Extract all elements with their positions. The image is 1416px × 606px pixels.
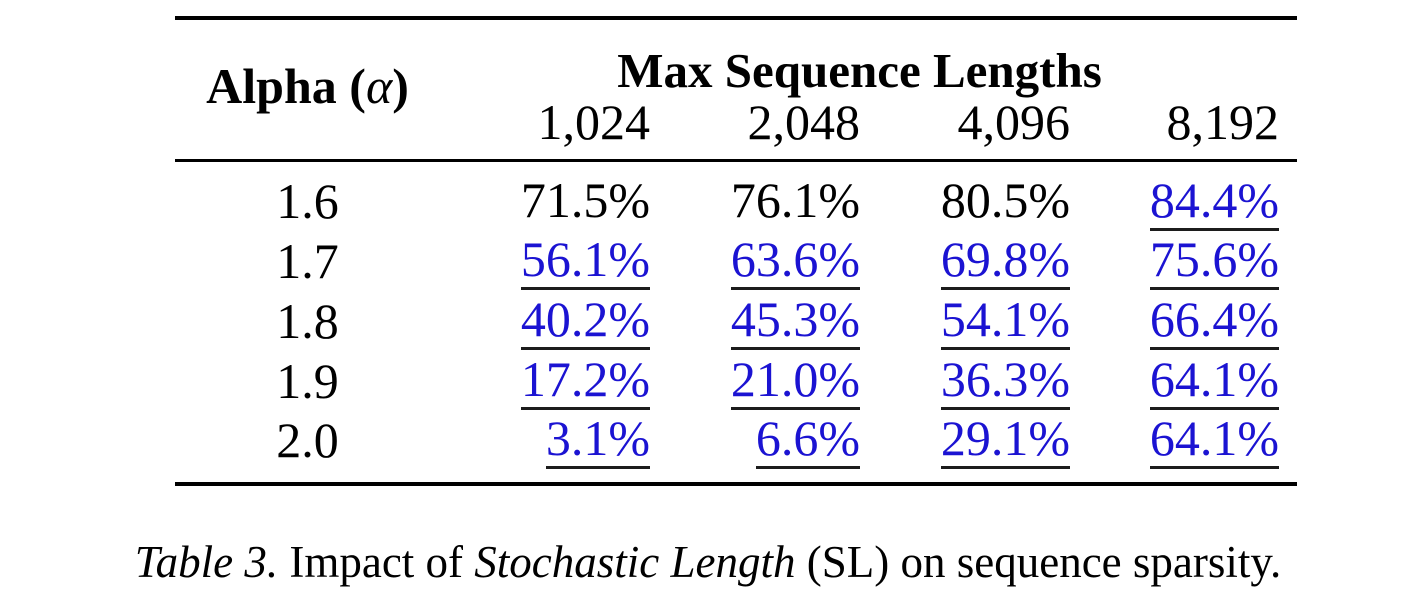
sparsity-value-highlighted: 66.4% [1149,292,1280,350]
sparsity-cell: 21.0% [650,351,860,411]
table-row-alpha-1.9: 1.9 17.2% 21.0% 36.3% 64.1% [175,351,1297,411]
sparsity-cell: 56.1% [440,231,650,291]
sparsity-cell: 17.2% [440,351,650,411]
sparsity-value-highlighted: 75.6% [1149,232,1280,290]
alpha-value: 1.8 [276,292,339,349]
sparsity-value-highlighted: 56.1% [520,232,650,290]
sparsity-value: 71.5% [520,171,650,228]
sparsity-cell: 36.3% [860,351,1070,411]
sparsity-cell: 3.1% [440,411,650,484]
sparsity-value-highlighted: 69.8% [940,232,1070,290]
sparsity-value-highlighted: 64.1% [1149,352,1280,410]
sparsity-value-highlighted: 64.1% [1149,411,1280,469]
sparsity-cell: 69.8% [860,231,1070,291]
sparsity-value-highlighted: 6.6% [755,411,860,469]
caption-segment: Impact of [278,537,475,587]
sparsity-value-highlighted: 36.3% [940,352,1070,410]
sparsity-cell: 40.2% [440,291,650,351]
sparsity-value: 80.5% [940,171,1070,228]
column-header-2048: 2,048 [650,97,860,162]
alpha-column-header: Alpha (α) [175,18,440,162]
table-row-alpha-2.0: 2.0 3.1% 6.6% 29.1% 64.1% [175,411,1297,484]
sparsity-cell: 80.5% [860,160,1070,231]
alpha-value: 1.7 [276,232,339,289]
column-header-1024: 1,024 [440,97,650,162]
caption-segment-italic: Stochastic Length [474,537,796,587]
sparsity-table: Alpha (α) Max Sequence Lengths 1,024 2,04… [175,16,1298,486]
sparsity-value-highlighted: 21.0% [730,352,860,410]
sparsity-value-highlighted: 17.2% [520,352,650,410]
alpha-symbol: α [365,57,393,114]
column-header-8192: 8,192 [1070,97,1298,162]
sparsity-value-highlighted: 29.1% [940,411,1070,469]
alpha-value: 1.6 [276,173,339,230]
alpha-symbol-group: (α) [349,57,409,114]
sparsity-value-highlighted: 3.1% [545,411,650,469]
alpha-label: Alpha [206,57,337,114]
sparsity-cell: 76.1% [650,160,860,231]
sparsity-cell: 63.6% [650,231,860,291]
caption-segment-italic: Table 3. [134,537,279,587]
sparsity-cell: 64.1% [1070,411,1297,484]
table-row-alpha-1.6: 1.6 71.5% 76.1% 80.5% 84.4% [175,160,1297,231]
sparsity-value: 76.1% [730,171,860,228]
caption-segment: (SL) on sequence sparsity. [795,537,1282,587]
table-row-alpha-1.7: 1.7 56.1% 63.6% 69.8% 75.6% [175,231,1297,291]
sparsity-cell: 75.6% [1070,231,1297,291]
sparsity-cell: 66.4% [1070,291,1297,351]
table-header-row-group: Alpha (α) Max Sequence Lengths [175,18,1297,162]
column-header-4096: 4,096 [860,97,1070,162]
sparsity-value-highlighted: 45.3% [730,292,860,350]
sparsity-value-highlighted: 54.1% [940,292,1070,350]
sparsity-cell: 84.4% [1070,160,1297,231]
sparsity-cell: 6.6% [650,411,860,484]
table-row-alpha-1.8: 1.8 40.2% 45.3% 54.1% 66.4% [175,291,1297,351]
sparsity-value-highlighted: 40.2% [520,292,650,350]
table-header-row-columns: 1,024 2,048 4,096 8,192 [175,97,1298,162]
sparsity-value-highlighted: 84.4% [1149,173,1280,231]
sparsity-value-highlighted: 63.6% [730,232,860,290]
alpha-value: 1.9 [276,352,339,409]
sparsity-cell: 29.1% [860,411,1070,484]
alpha-value: 2.0 [276,411,339,468]
sparsity-cell: 54.1% [860,291,1070,351]
sparsity-cell: 45.3% [650,291,860,351]
sparsity-cell: 64.1% [1070,351,1297,411]
sparsity-cell: 71.5% [440,160,650,231]
table-caption: Table 3. Impact of Stochastic Length (SL… [0,534,1416,590]
group-header-max-sequence-lengths: Max Sequence Lengths [617,43,1102,99]
